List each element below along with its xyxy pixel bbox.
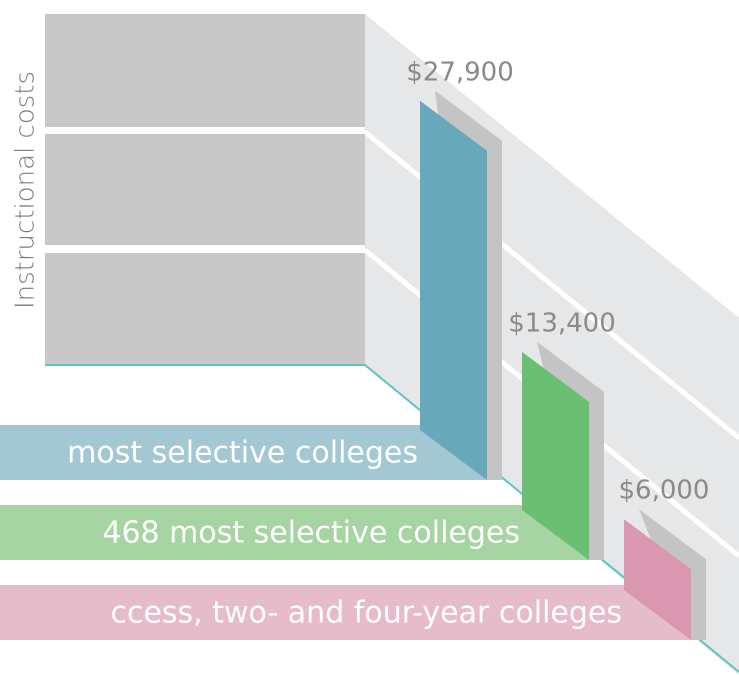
value-label: $27,900 <box>406 57 514 87</box>
base-line <box>45 364 739 673</box>
category-label: 468 most selective colleges <box>102 516 520 551</box>
wall-panel <box>45 134 365 245</box>
category-ribbon <box>0 425 487 480</box>
bar <box>420 100 487 480</box>
value-label: $13,400 <box>508 308 616 338</box>
bar <box>522 351 589 560</box>
category-label: ccess, two- and four-year colleges <box>110 596 622 631</box>
value-label: $6,000 <box>619 476 710 506</box>
wall-panel <box>45 14 365 127</box>
wall-panel <box>45 253 365 365</box>
category-ribbon <box>0 505 589 560</box>
category-label: most selective colleges <box>67 436 418 471</box>
category-ribbon <box>0 585 691 640</box>
y-axis-label: Instructional costs <box>11 71 41 309</box>
bar <box>624 519 691 640</box>
